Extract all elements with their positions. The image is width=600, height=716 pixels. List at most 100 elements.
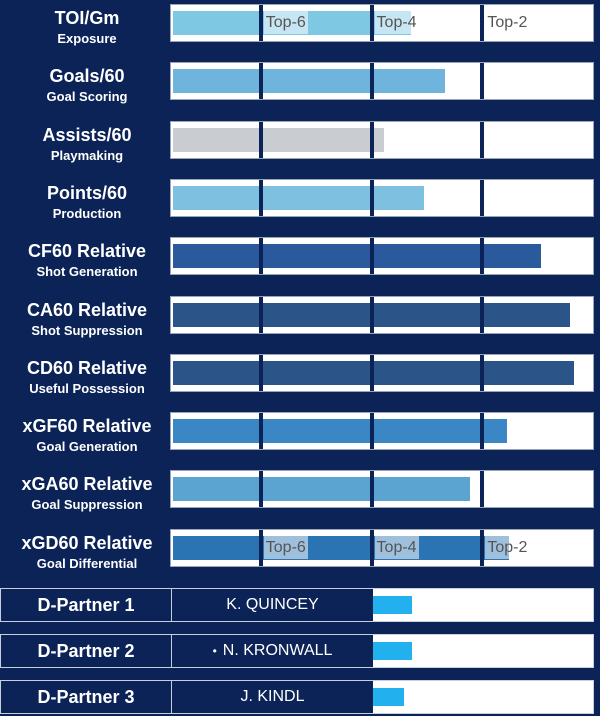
chart-row: CA60 Relative Shot Suppression: [0, 292, 600, 350]
reference-tick: [480, 354, 485, 391]
reference-tick: [258, 354, 263, 391]
chart-row: Assists/60 Playmaking: [0, 117, 600, 175]
metric-subtitle: Goal Suppression: [31, 497, 143, 513]
tick-label: Top-4: [374, 535, 419, 559]
partner-name: • N. KRONWALL: [171, 635, 373, 667]
reference-tick: [480, 413, 485, 450]
partner-box: D-Partner 2 • N. KRONWALL: [0, 634, 594, 668]
chart: TOI/Gm Exposure Top-6 Top-4 Top-2 Goals/60 Goa…: [0, 0, 600, 583]
reference-tick: [369, 296, 374, 333]
partner-row: D-Partner 1 K. QUINCEY: [0, 588, 600, 622]
metric-name: Goals/60: [49, 66, 125, 87]
partner-name-text: J. KINDL: [240, 688, 305, 705]
reference-tick: [369, 179, 374, 216]
bar: [173, 185, 424, 210]
metric-subtitle: Goal Generation: [36, 439, 138, 455]
reference-tick: [258, 63, 263, 100]
bar: [173, 244, 541, 269]
chart-row: xGA60 Relative Goal Suppression: [0, 466, 600, 524]
bar: [173, 535, 510, 560]
bar: [173, 127, 385, 152]
partner-box: D-Partner 1 K. QUINCEY: [0, 588, 594, 622]
partner-name-text: K. QUINCEY: [226, 596, 319, 613]
metric-subtitle: Goal Differential: [36, 555, 138, 571]
bar: [173, 419, 508, 444]
metric-name: TOI/Gm: [54, 8, 120, 28]
metric-name: xGD60 Relative: [21, 532, 153, 553]
metric-name: Points/60: [46, 182, 128, 203]
partner-name: J. KINDL: [171, 681, 373, 713]
metric-subtitle: Goal Scoring: [46, 89, 128, 105]
reference-tick: [258, 238, 263, 275]
reference-tick: [258, 413, 263, 450]
metric-name: Assists/60: [42, 124, 132, 145]
bar-track: [170, 62, 594, 101]
partner-label: D-Partner 1: [1, 589, 171, 621]
bar-track: Top-6 Top-4 Top-2: [170, 4, 594, 42]
tick-label: Top-2: [487, 14, 528, 31]
metric-subtitle: Shot Generation: [36, 264, 138, 280]
metric-subtitle: Exposure: [57, 31, 117, 46]
reference-tick: [480, 63, 485, 100]
reference-tick: [258, 5, 263, 41]
reference-tick: [369, 529, 374, 566]
reference-tick: [369, 413, 374, 450]
reference-tick: [258, 121, 263, 158]
partner-bar: [373, 688, 404, 706]
bar-track: [170, 178, 594, 217]
reference-tick: [369, 471, 374, 508]
partner-label: D-Partner 3: [1, 681, 171, 713]
bar-track: [170, 470, 594, 509]
bar-track: Top-6 Top-4 Top-2: [170, 528, 594, 567]
partner-bar: [373, 596, 413, 614]
metric-subtitle: Shot Suppression: [31, 322, 143, 338]
partner-row: D-Partner 2 • N. KRONWALL: [0, 634, 600, 668]
reference-tick: [369, 354, 374, 391]
chart-row: Points/60 Production: [0, 175, 600, 233]
bar: [173, 69, 445, 94]
tick-label: Top-6: [263, 11, 308, 34]
reference-tick: [369, 63, 374, 100]
bar-track: [170, 120, 594, 159]
reference-tick: [369, 5, 374, 41]
metric-subtitle: Useful Possession: [29, 380, 145, 396]
bar-track: [170, 353, 594, 392]
metric-subtitle: Playmaking: [50, 147, 124, 163]
tick-label: Top-2: [485, 535, 530, 559]
chart-row: xGD60 Relative Goal Differential Top-6 Top-…: [0, 525, 600, 583]
partner-label: D-Partner 2: [1, 635, 171, 667]
reference-tick: [480, 471, 485, 508]
partner-bar: [373, 642, 413, 660]
reference-tick: [258, 529, 263, 566]
bar: [173, 477, 470, 502]
reference-tick: [369, 121, 374, 158]
partner-row: D-Partner 3 J. KINDL: [0, 680, 600, 714]
reference-tick: [369, 238, 374, 275]
tick-label: Top-6: [263, 535, 308, 559]
reference-tick: [258, 179, 263, 216]
metric-name: CF60 Relative: [27, 241, 147, 262]
partners-panel: D-Partner 1 K. QUINCEY D-Partner 2 • N. KRON…: [0, 586, 600, 716]
tick-label: Top-4: [374, 11, 419, 34]
metric-subtitle: Production: [52, 205, 122, 221]
partner-name: K. QUINCEY: [171, 589, 373, 621]
reference-tick: [480, 179, 485, 216]
metric-name: xGF60 Relative: [22, 416, 152, 437]
chart-row: Goals/60 Goal Scoring: [0, 58, 600, 116]
bar-track: [170, 237, 594, 276]
metric-name: xGA60 Relative: [21, 474, 153, 495]
chart-row: CD60 Relative Useful Possession: [0, 350, 600, 408]
reference-tick: [480, 121, 485, 158]
bar: [173, 360, 575, 385]
metric-name: CA60 Relative: [26, 299, 148, 320]
reference-tick: [258, 471, 263, 508]
chart-row: xGF60 Relative Goal Generation: [0, 408, 600, 466]
metric-name: CD60 Relative: [26, 357, 148, 378]
bar-track: [170, 295, 594, 334]
reference-tick: [258, 296, 263, 333]
chart-row: TOI/Gm Exposure Top-6 Top-4 Top-2: [0, 0, 600, 58]
partner-box: D-Partner 3 J. KINDL: [0, 680, 594, 714]
bar-track: [170, 412, 594, 451]
chart-row: CF60 Relative Shot Generation: [0, 233, 600, 291]
partner-mark-icon: •: [212, 644, 217, 658]
